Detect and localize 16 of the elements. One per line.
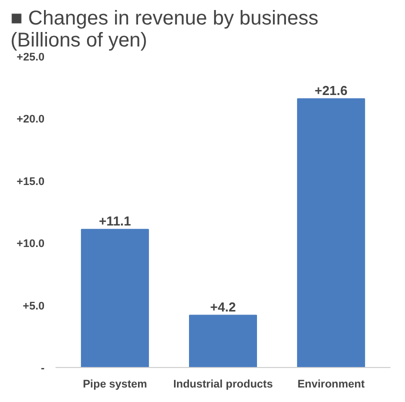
y-tick-label: - [40,362,45,374]
bar [80,228,149,368]
data-label: +11.1 [98,213,132,228]
bar [189,314,257,368]
x-tick-label: Pipe system [82,378,148,390]
data-label: +21.6 [314,82,348,98]
y-tick-label: +20.0 [16,114,45,126]
chart-title: ■ Changes in revenue by business (Billions of yen) [10,8,318,52]
data-label: +4.2 [210,299,236,314]
bar [297,98,366,368]
y-tick-label: +25.0 [16,52,45,64]
y-tick-label: +10.0 [16,238,45,250]
y-tick-label: +15.0 [16,176,45,188]
x-tick-label: Industrial products [173,378,273,390]
y-tick-label: +5.0 [22,300,45,312]
x-tick-label: Environment [297,378,366,390]
